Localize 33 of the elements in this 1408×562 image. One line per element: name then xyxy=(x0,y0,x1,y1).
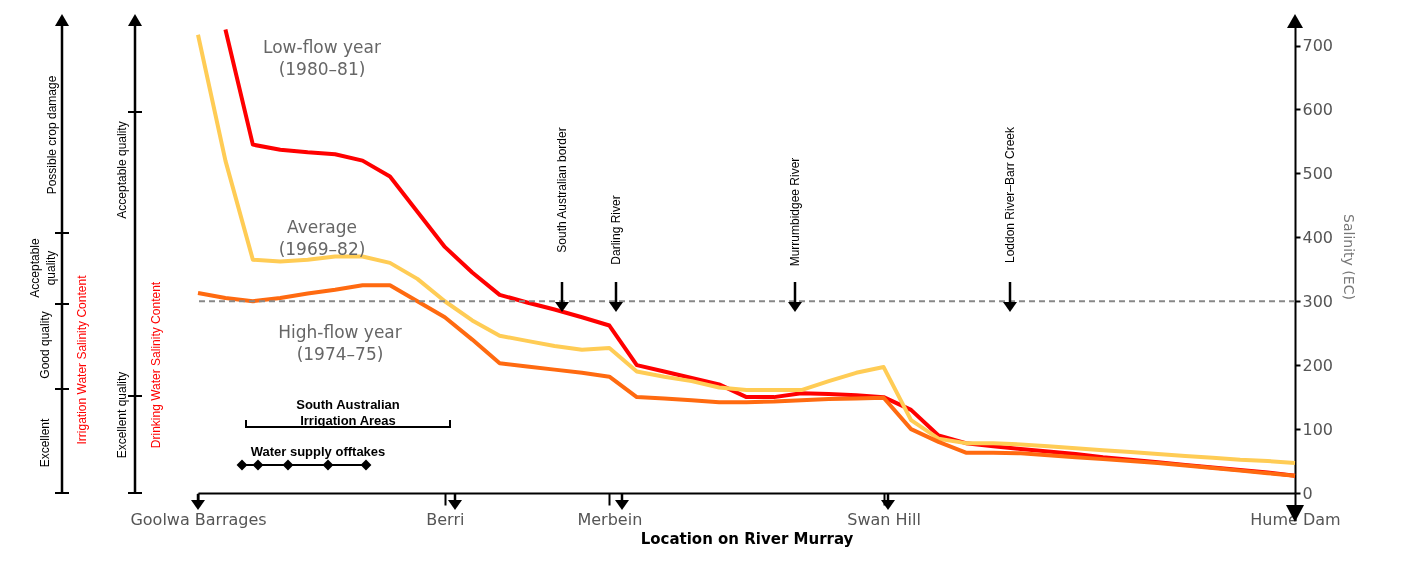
y-tick-label: 500 xyxy=(1302,163,1334,183)
series-label: High-flow year (1974–75) xyxy=(278,322,402,364)
text: Irrigation Water Salinity Content xyxy=(75,274,89,445)
line-series xyxy=(196,283,1297,478)
y-tick-label: 200 xyxy=(1302,355,1334,375)
y-tick-label: 300 xyxy=(1302,291,1334,311)
annotation: Loddon River–Barr Creek xyxy=(1003,125,1017,264)
y-tick-label: 600 xyxy=(1302,99,1334,119)
y-tick-label: 100 xyxy=(1302,419,1334,439)
text: Acceptable quality xyxy=(115,121,129,219)
annotation: Darling River xyxy=(609,195,623,265)
text: Acceptable quality xyxy=(28,237,58,298)
x-axis-title: Location on River Murray xyxy=(640,529,854,548)
text: Good quality xyxy=(38,311,52,379)
series-label: Low-flow year (1980–81) xyxy=(263,37,381,79)
x-tick-label: Goolwa Barrages xyxy=(130,509,267,529)
y-tick-label: 0 xyxy=(1302,483,1313,503)
annotation: South Australian Irrigation Areas xyxy=(296,397,400,428)
text: Excellent quality xyxy=(115,371,129,459)
x-tick-label: Merbein xyxy=(577,509,643,529)
x-tick-label: Berri xyxy=(426,509,465,529)
x-tick-label: Hume Dam xyxy=(1250,509,1341,529)
y-tick-label: 700 xyxy=(1302,36,1334,56)
text: Excellent xyxy=(38,417,52,468)
series-label: Average (1969–82) xyxy=(278,217,366,259)
y-axis-title: Salinity (EC) xyxy=(1341,214,1358,300)
annotation: Murrumbidgee River xyxy=(788,157,802,267)
text: Possible crop damage xyxy=(45,75,59,195)
annotation: Water supply offtakes xyxy=(250,444,386,459)
annotation: South Australian border xyxy=(555,127,569,253)
text: Drinking Water Salinity Content xyxy=(149,281,163,449)
y-tick-label: 400 xyxy=(1302,227,1334,247)
x-tick-label: Swan Hill xyxy=(847,509,921,529)
